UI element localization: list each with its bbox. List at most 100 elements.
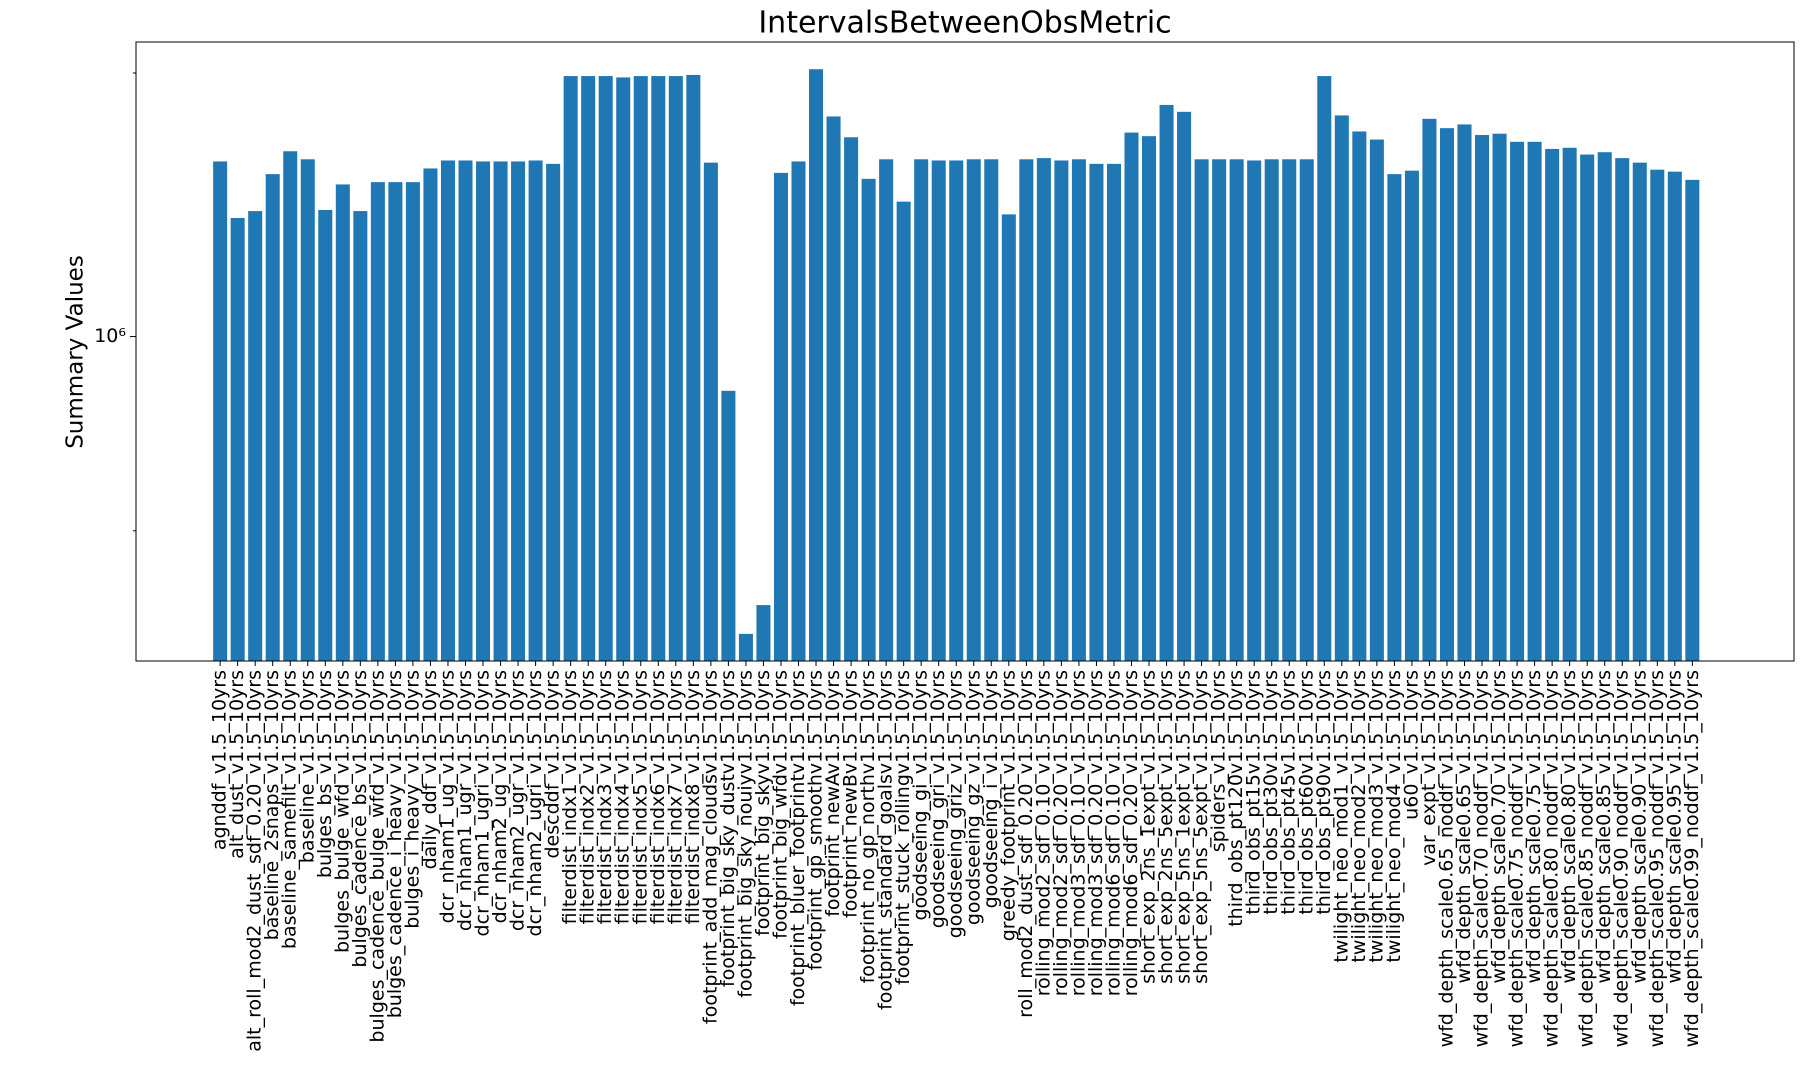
- bar: [458, 160, 473, 661]
- x-tick-label: bulges_cadence_bulge_wfd_v1.5_10yrs: [366, 670, 388, 1043]
- x-tick-label: short_exp_2ns_5expt_v1.5_10yrs: [1155, 670, 1177, 984]
- bar: [668, 76, 683, 661]
- x-tick-label: bulges_cadence_i_heavy_v1.5_10yrs: [384, 670, 406, 1018]
- bar: [546, 163, 561, 661]
- bar: [773, 172, 788, 661]
- bar: [405, 182, 420, 661]
- x-tick-label: footprint_gp_smoothv1.5_10yrs: [805, 670, 827, 970]
- bar: [1212, 159, 1227, 662]
- plot-frame: [135, 41, 1795, 662]
- x-tick-label: var_expt_v1.5_10yrs: [1418, 670, 1440, 866]
- bar: [1580, 154, 1595, 662]
- x-tick-label: bulges_bs_v1.5_10yrs: [314, 670, 336, 878]
- bar: [1369, 139, 1384, 661]
- bar: [1177, 111, 1192, 661]
- x-tick-label: dcr_nham2_ugri_v1.5_10yrs: [524, 670, 546, 936]
- bar: [476, 161, 491, 661]
- bar: [353, 211, 368, 661]
- x-tick-label: wfd_depth_scale0.95_v1.5_10yrs: [1663, 670, 1685, 983]
- bar: [1545, 148, 1560, 661]
- x-tick-label: filterdist_indx2_v1.5_10yrs: [577, 670, 599, 924]
- bar: [248, 211, 263, 661]
- bar: [511, 161, 526, 661]
- bar: [1475, 135, 1490, 661]
- bar: [1194, 159, 1209, 662]
- bar: [1404, 170, 1419, 662]
- bar: [493, 161, 508, 661]
- x-tick-label: dcr_nham2_ug_v1.5_10yrs: [489, 670, 511, 923]
- x-tick-label: baseline_v1.5_10yrs: [296, 670, 318, 863]
- bar: [686, 74, 701, 661]
- x-tick-label: wfd_depth_scale0.99_noddf_v1.5_10yrs: [1681, 670, 1703, 1047]
- x-tick-label: footprint_no_gp_northv1.5_10yrs: [857, 670, 879, 983]
- x-tick-label: descddf_v1.5_10yrs: [542, 670, 564, 859]
- x-tick-label: footprint_stuck_rollingv1.5_10yrs: [892, 670, 914, 985]
- x-tick-label: wfd_depth_scale0.70_noddf_v1.5_10yrs: [1471, 670, 1493, 1047]
- x-tick-label: footprint_standard_goalsv1.5_10yrs: [875, 670, 897, 1010]
- bar: [1457, 124, 1472, 662]
- bar: [335, 184, 350, 662]
- bar: [738, 633, 753, 661]
- x-tick-label: wfd_depth_scale0.70_v1.5_10yrs: [1488, 670, 1510, 983]
- chart-title: IntervalsBetweenObsMetric: [758, 6, 1171, 41]
- bar: [283, 151, 298, 661]
- x-tick-label: filterdist_indx8_v1.5_10yrs: [682, 670, 704, 924]
- x-tick-label: footprint_big_sky_dustv1.5_10yrs: [717, 670, 739, 987]
- bar: [1142, 136, 1157, 662]
- bar: [265, 174, 280, 661]
- y-axis-label: Summary Values: [63, 255, 89, 449]
- x-tick-label: footprint_big_skyv1.5_10yrs: [752, 670, 774, 936]
- x-tick-label: wfd_depth_scale0.80_noddf_v1.5_10yrs: [1541, 670, 1563, 1047]
- bar: [1001, 214, 1016, 662]
- x-tick-label: u60_v1.5_10yrs: [1400, 670, 1422, 820]
- bar: [528, 160, 543, 661]
- bar: [1124, 132, 1139, 662]
- x-tick-label: rolling_mod6_sdf_0.20_v1.5_10yrs: [1120, 670, 1142, 996]
- x-tick-label: goodseeing_gz_v1.5_10yrs: [962, 670, 984, 925]
- x-tick-label: roll_mod2_dust_sdf_0.20_v1.5_10yrs: [1015, 670, 1037, 1018]
- bar: [1667, 171, 1682, 662]
- x-tick-label: goodseeing_griz_v1.5_10yrs: [945, 670, 967, 938]
- bar: [213, 161, 228, 661]
- bar: [1387, 174, 1402, 661]
- x-tick-label: third_obs_pt30v1.5_10yrs: [1260, 670, 1282, 915]
- bar: [370, 182, 385, 661]
- x-tick-label: filterdist_indx7_v1.5_10yrs: [664, 670, 686, 924]
- x-tick-label: wfd_depth_scale0.65_v1.5_10yrs: [1453, 670, 1475, 983]
- bar: [1089, 163, 1104, 661]
- bar: [616, 77, 631, 661]
- bar: [1334, 115, 1349, 662]
- x-tick-label: agnddf_v1.5_10yrs: [209, 670, 231, 850]
- x-tick-label: filterdist_indx4_v1.5_10yrs: [612, 670, 634, 924]
- x-tick-label: rolling_mod2_sdf_0.10_v1.5_10yrs: [1032, 670, 1054, 996]
- bar: [861, 178, 876, 661]
- bar: [966, 159, 981, 662]
- x-tick-label: dcr_nham1_ugr_v1.5_10yrs: [454, 670, 476, 931]
- x-tick-label: baseline_2snaps_v1.5_10yrs: [261, 670, 283, 940]
- bar: [1299, 159, 1314, 662]
- bar: [581, 76, 596, 661]
- bar: [1054, 160, 1069, 661]
- bar: [1527, 141, 1542, 661]
- x-tick-label: wfd_depth_scale0.65_noddf_v1.5_10yrs: [1435, 670, 1457, 1047]
- bar: [1247, 160, 1262, 661]
- bar: [300, 159, 315, 662]
- x-tick-label: third_obs_pt60v1.5_10yrs: [1295, 670, 1317, 915]
- x-tick-label: filterdist_indx1_v1.5_10yrs: [559, 670, 581, 924]
- x-tick-label: short_exp_2ns_1expt_v1.5_10yrs: [1138, 670, 1160, 984]
- x-tick-label: dcr_nham1_ug_v1.5_10yrs: [436, 670, 458, 923]
- x-tick-label: third_obs_pt90v1.5_10yrs: [1313, 670, 1335, 915]
- x-tick-label: wfd_depth_scale0.95_noddf_v1.5_10yrs: [1646, 670, 1668, 1047]
- x-tick-label: twilight_neo_mod2_v1.5_10yrs: [1348, 670, 1370, 963]
- bar: [1439, 128, 1454, 661]
- x-tick-label: daily_ddf_v1.5_10yrs: [419, 670, 441, 869]
- bar: [230, 217, 245, 661]
- x-tick-label: goodseeing_gi_v1.5_10yrs: [910, 670, 932, 920]
- x-tick-label: third_obs_pt45v1.5_10yrs: [1278, 670, 1300, 915]
- x-tick-label: twilight_neo_mod1_v1.5_10yrs: [1330, 670, 1352, 963]
- bar: [1036, 158, 1051, 661]
- x-tick-label: footprint_newAv1.5_10yrs: [822, 670, 844, 917]
- bar: [914, 159, 929, 662]
- bar: [1106, 163, 1121, 661]
